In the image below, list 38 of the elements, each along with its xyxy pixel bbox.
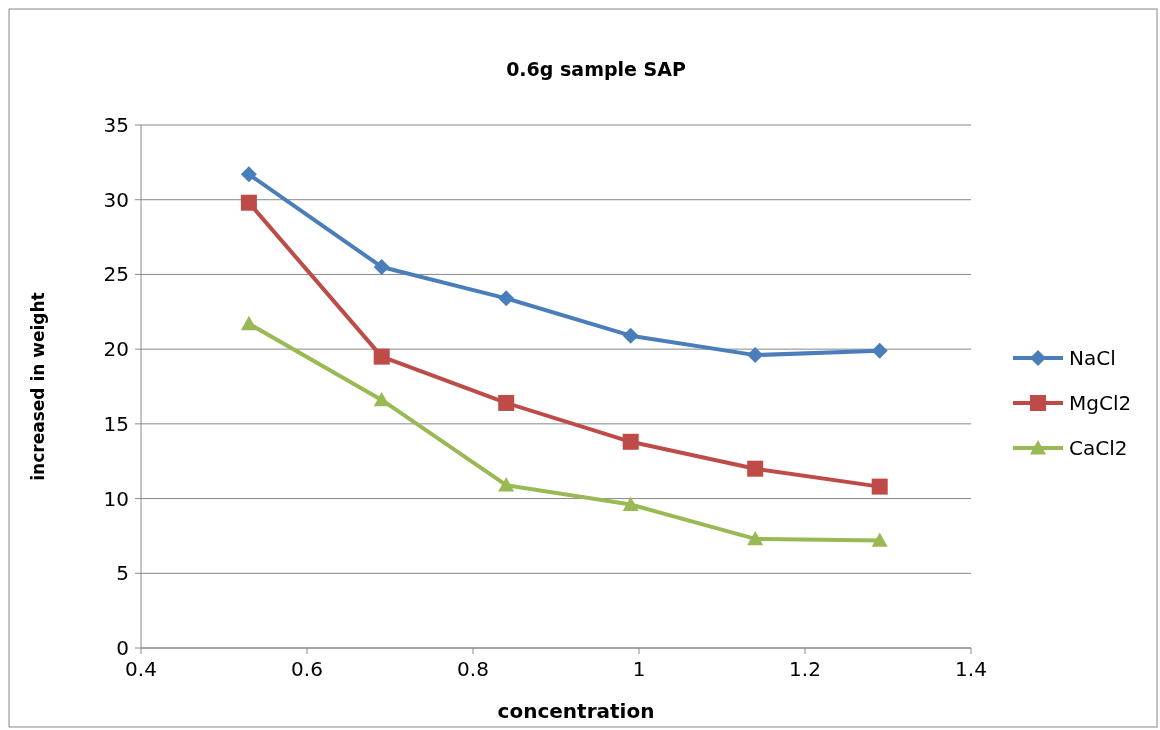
- point: [871, 532, 888, 547]
- y-tick-label: 10: [103, 486, 129, 511]
- x-tick-label: 1: [632, 657, 646, 681]
- x-axis-title: concentration: [497, 699, 655, 723]
- y-tick-label: 0: [116, 636, 129, 660]
- point: [373, 258, 390, 275]
- y-tick-label: 30: [103, 187, 129, 212]
- point: [622, 496, 639, 511]
- point: [622, 327, 639, 344]
- point: [373, 391, 390, 407]
- legend-label: NaCl: [1069, 346, 1116, 370]
- point: [871, 478, 888, 495]
- point: [240, 166, 257, 183]
- y-tick-label: 5: [116, 561, 129, 586]
- x-tick-label: 1.4: [955, 657, 987, 681]
- y-tick-label: 25: [103, 262, 129, 287]
- point: [747, 530, 764, 546]
- legend-label: CaCl2: [1069, 436, 1128, 460]
- x-tick-label: 0.6: [291, 657, 323, 681]
- point: [622, 433, 639, 450]
- point: [373, 348, 390, 365]
- y-axis-title: increased in weight: [28, 292, 48, 481]
- x-tick-label: 0.4: [125, 657, 157, 681]
- point: [240, 315, 257, 331]
- point: [747, 347, 764, 364]
- point: [498, 477, 515, 492]
- point: [747, 460, 764, 477]
- x-tick-label: 1.2: [789, 657, 821, 681]
- point: [240, 194, 257, 211]
- legend-label: MgCl2: [1069, 391, 1132, 415]
- point: [871, 342, 888, 359]
- point: [498, 290, 515, 307]
- chart-title: 0.6g sample SAP: [506, 58, 686, 80]
- y-tick-label: 15: [103, 411, 129, 436]
- y-tick-label: 20: [103, 337, 129, 362]
- point: [498, 394, 515, 411]
- x-tick-label: 0.8: [457, 657, 489, 681]
- y-tick-label: 35: [103, 113, 129, 137]
